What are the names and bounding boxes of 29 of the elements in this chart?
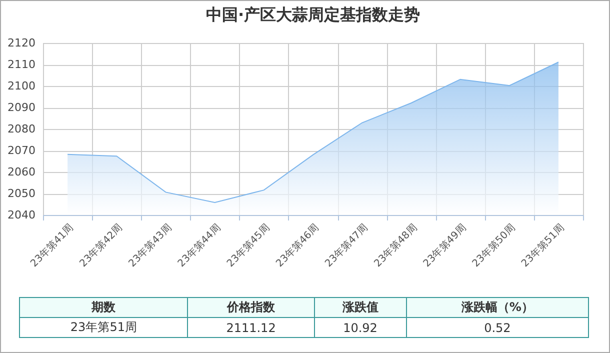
x-tick-label: 23年第50周 bbox=[470, 222, 518, 270]
x-tick-label: 23年第43周 bbox=[126, 222, 174, 270]
y-tick-label: 2080 bbox=[8, 122, 36, 136]
text: 期数 bbox=[20, 298, 188, 318]
y-tick-label: 2120 bbox=[8, 36, 36, 50]
text: 0.52 bbox=[406, 318, 588, 338]
x-tick-label: 23年第49周 bbox=[420, 222, 469, 270]
text: 价格指数 bbox=[188, 298, 314, 318]
text: 10.92 bbox=[314, 318, 406, 338]
x-tick-label: 23年第44周 bbox=[175, 222, 224, 270]
x-tick-label: 23年第47周 bbox=[322, 222, 370, 270]
text: 23年第51周 bbox=[20, 318, 188, 338]
y-tick-label: 2090 bbox=[8, 101, 36, 114]
chart-title: 中国·产区大蒜周定基指数走势 bbox=[206, 5, 420, 24]
text: 涨跌值 bbox=[314, 298, 406, 318]
x-tick-label: 23年第48周 bbox=[372, 222, 420, 270]
y-tick-label: 2110 bbox=[8, 58, 36, 71]
text: 涨跌幅（%） bbox=[406, 298, 588, 318]
x-tick-label: 23年第46周 bbox=[274, 222, 322, 270]
y-tick-label: 2050 bbox=[8, 187, 36, 200]
y-tick-label: 2070 bbox=[8, 144, 36, 157]
x-tick-label: 23年第51周 bbox=[519, 222, 567, 270]
y-tick-label: 2040 bbox=[8, 208, 36, 222]
text: 2111.12 bbox=[188, 318, 314, 338]
y-tick-label: 2060 bbox=[8, 166, 36, 178]
x-tick-label: 23年第45周 bbox=[224, 222, 272, 270]
x-tick-label: 23年第41周 bbox=[28, 222, 76, 270]
x-tick-label: 23年第42周 bbox=[77, 222, 125, 270]
y-tick-label: 2100 bbox=[8, 80, 36, 92]
